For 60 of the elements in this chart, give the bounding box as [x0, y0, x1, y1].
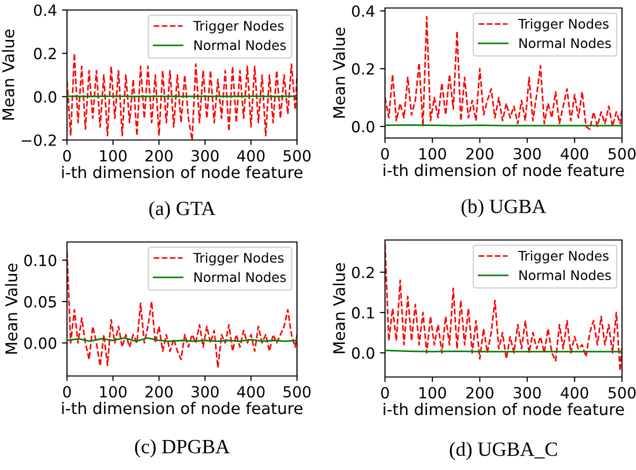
y-tick-label: 0.00: [24, 337, 56, 349]
y-tick-label: 0.4: [352, 5, 374, 17]
x-axis-title: i-th dimension of node feature: [384, 164, 624, 176]
legend-label: Normal Nodes: [194, 272, 286, 282]
y-tick-label: 0.0: [352, 347, 374, 359]
legend-label: Trigger Nodes: [518, 250, 609, 264]
y-axis-title: Mean Value: [5, 264, 18, 354]
x-tick-label: 100: [100, 150, 127, 162]
x-axis-title: i-th dimension of node feature: [62, 166, 302, 178]
x-tick-label: 400: [560, 386, 588, 399]
y-tick-label: 0.2: [34, 48, 56, 60]
y-tick-label: −0.2: [22, 134, 56, 146]
y-tick-label: 0.2: [352, 63, 374, 75]
text: (b) UGBA: [462, 199, 546, 218]
x-tick-label: 0: [63, 386, 71, 398]
x-tick-label: 300: [514, 386, 541, 399]
legend-label: Normal Nodes: [194, 40, 286, 50]
text: (d) UGBA_C: [450, 442, 557, 460]
y-tick-label: 0.2: [352, 266, 374, 278]
x-tick-label: 300: [514, 148, 541, 160]
x-tick-label: 0: [381, 148, 389, 160]
x-axis-title: i-th dimension of node feature: [62, 402, 302, 414]
x-tick-label: 200: [466, 386, 494, 399]
y-axis-title: Mean Value: [332, 263, 346, 354]
x-tick-label: 300: [192, 150, 219, 162]
x-tick-label: 500: [608, 386, 636, 399]
line-series: [67, 251, 297, 368]
x-tick-label: 100: [419, 148, 446, 160]
x-tick-label: 500: [284, 386, 311, 398]
line-series: [385, 243, 622, 372]
legend-label: Trigger Nodes: [193, 252, 284, 266]
x-tick-label: 100: [100, 386, 127, 398]
x-tick-label: 200: [146, 386, 173, 398]
y-axis-title: Mean Value: [332, 28, 346, 118]
legend-label: Normal Nodes: [519, 38, 611, 48]
y-tick-label: 0.0: [34, 91, 56, 103]
legend-label: Trigger Nodes: [193, 20, 284, 34]
x-tick-label: 100: [419, 386, 446, 399]
text: (a) GTA: [149, 201, 216, 220]
legend-label: Normal Nodes: [519, 270, 611, 280]
line-series: [385, 16, 622, 130]
x-tick-label: 300: [192, 386, 219, 398]
y-tick-label: 0.10: [24, 254, 56, 266]
x-tick-label: 200: [146, 150, 173, 162]
x-tick-label: 500: [284, 150, 311, 162]
y-axis-title: Mean Value: [2, 30, 14, 120]
y-tick-label: 0.1: [352, 306, 374, 319]
text: (c) DPGBA: [135, 439, 230, 458]
y-tick-label: 0.05: [24, 296, 56, 308]
x-tick-label: 400: [560, 148, 588, 160]
x-tick-label: 400: [237, 386, 265, 398]
x-tick-label: 500: [608, 148, 636, 160]
legend-label: Trigger Nodes: [518, 18, 609, 32]
x-tick-label: 400: [237, 150, 265, 162]
x-tick-label: 0: [381, 386, 389, 399]
x-tick-label: 200: [466, 148, 494, 160]
y-tick-label: 0.4: [34, 4, 56, 16]
x-tick-label: 0: [63, 150, 71, 162]
x-axis-title: i-th dimension of node feature: [384, 402, 624, 416]
y-tick-label: 0.0: [352, 120, 374, 132]
